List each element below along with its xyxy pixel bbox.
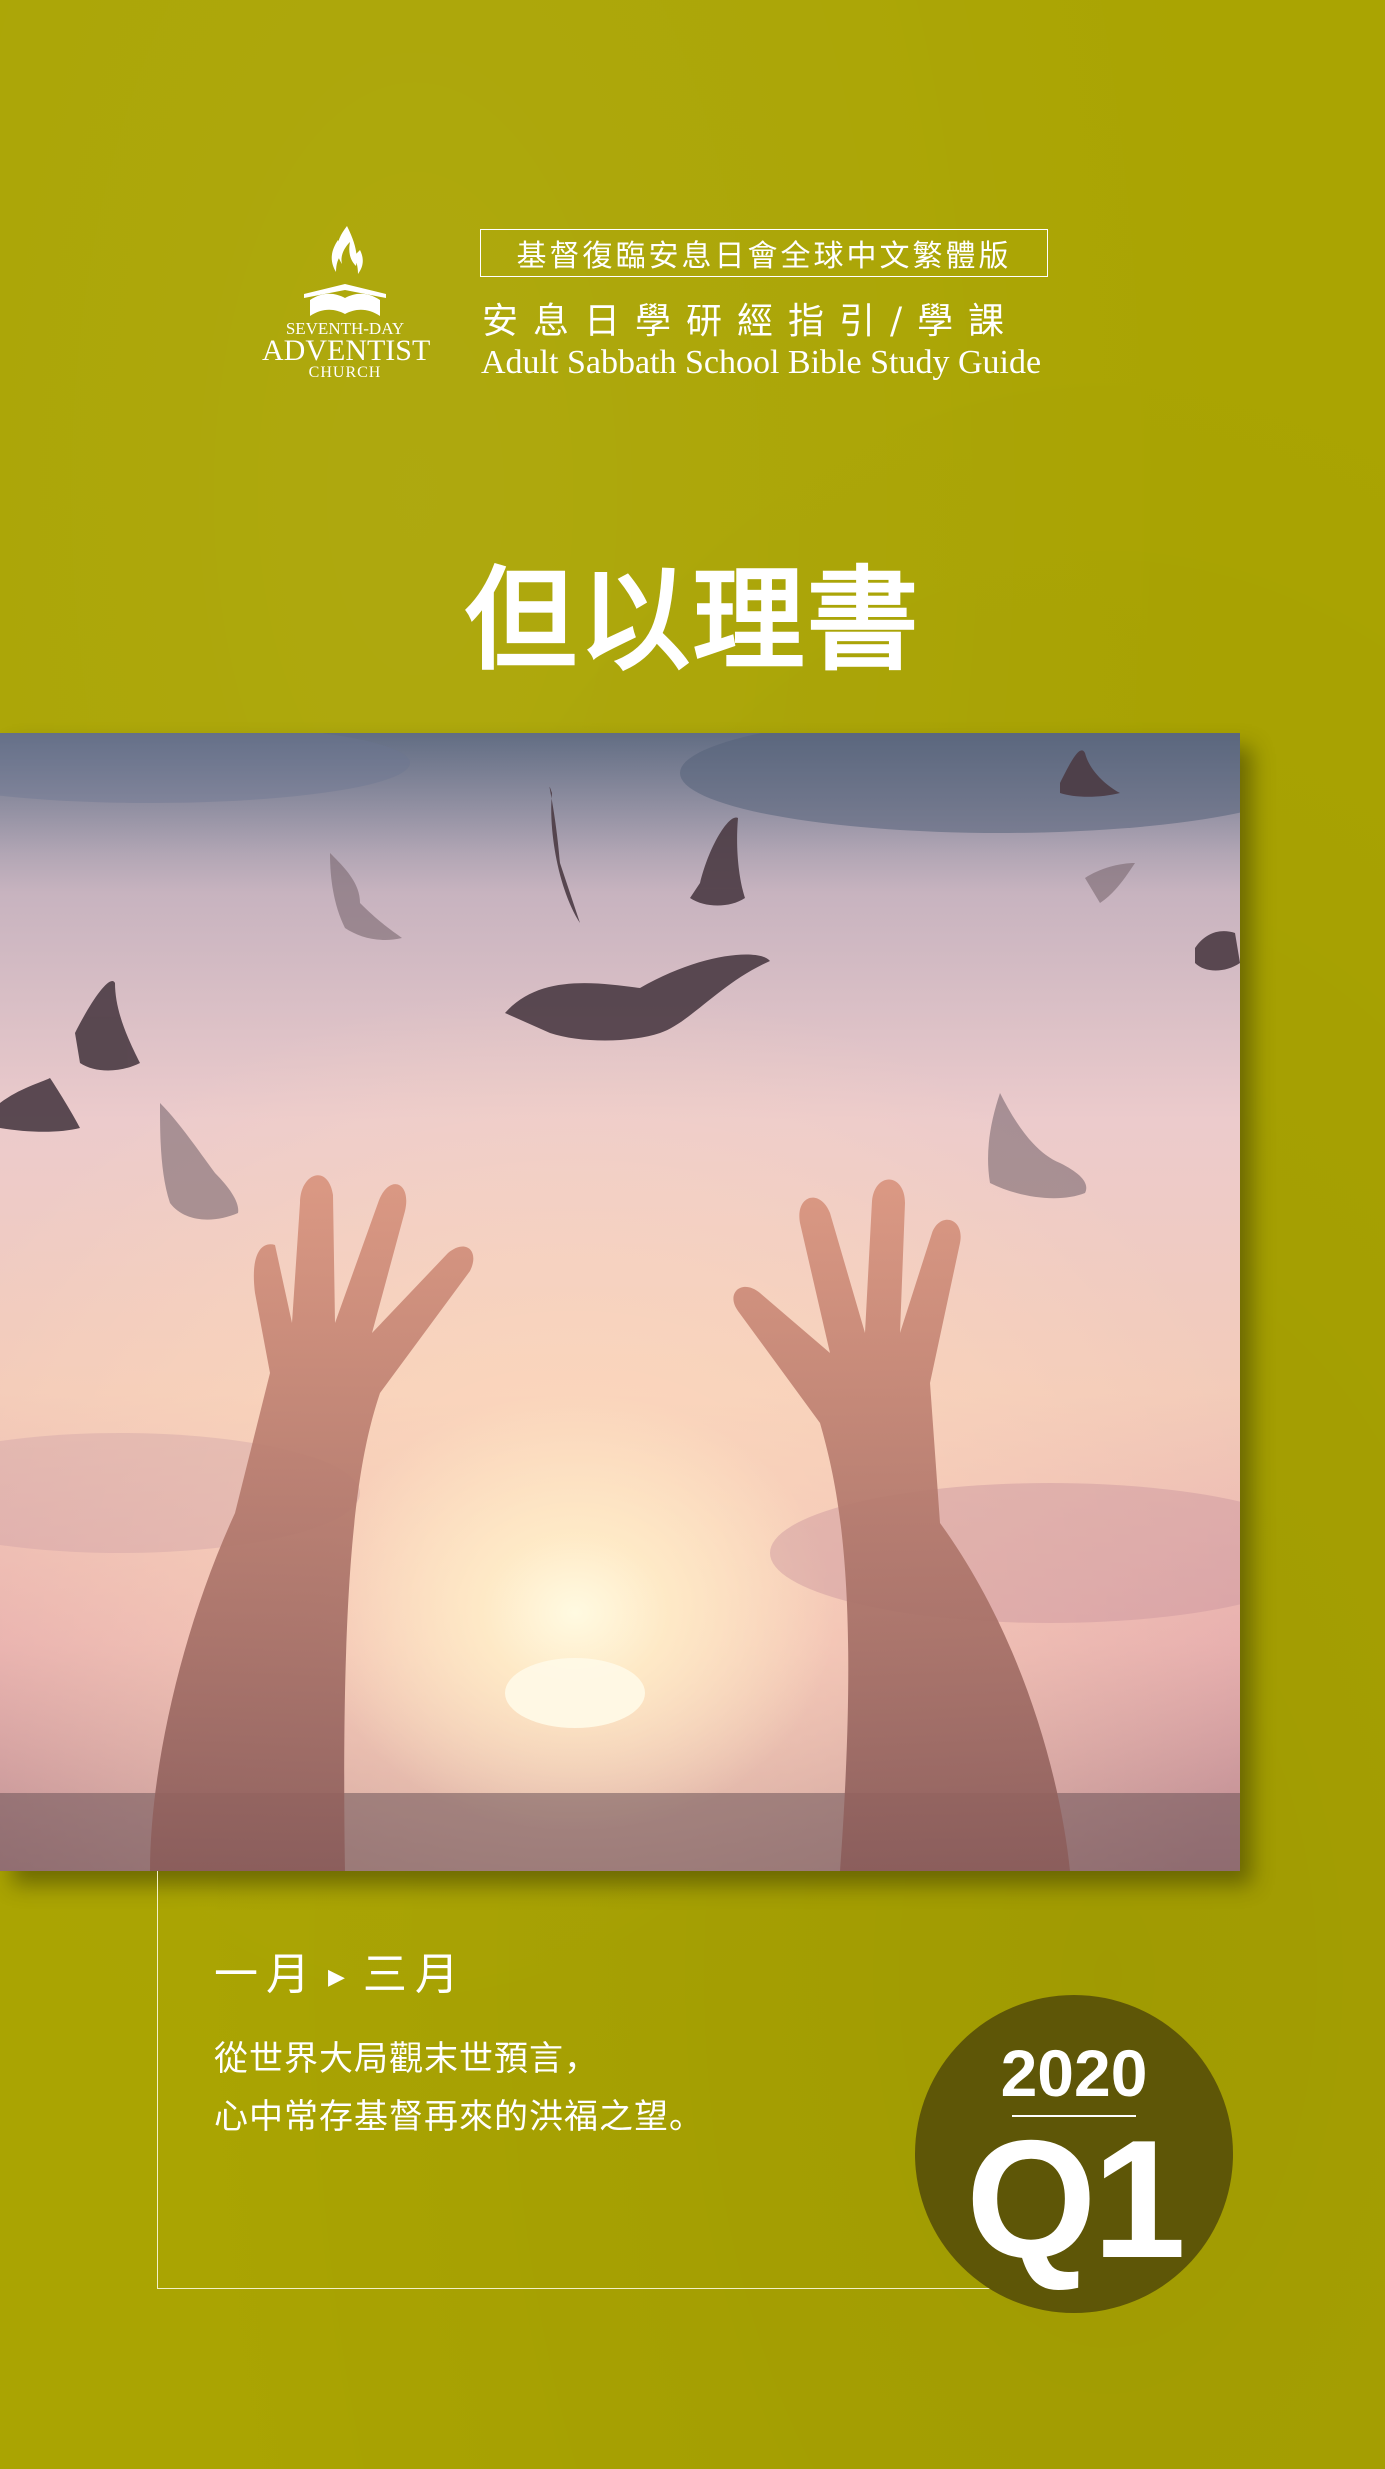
month-end: 三月: [362, 1949, 467, 2000]
book-title: 但以理書: [464, 555, 921, 686]
badge-year: 2020: [1000, 2036, 1148, 2110]
subtitle-english: Adult Sabbath School Bible Study Guide: [481, 344, 1042, 381]
tagline-line2: 心中常存基督再來的洪福之望。: [214, 2097, 704, 2137]
badge-divider: [1012, 2115, 1136, 2117]
month-start: 一月: [214, 1949, 318, 2000]
badge-quarter: Q1: [965, 2105, 1186, 2293]
quarter-badge: 2020 Q1: [915, 1995, 1233, 2313]
tagline-line1: 從世界大局觀末世預言，: [214, 2039, 599, 2079]
logo-text-line2: ADVENTIST: [262, 334, 431, 367]
flame-bible-icon: [304, 226, 386, 316]
adventist-logo: SEVENTH-DAY ADVENTIST CHURCH: [262, 222, 431, 382]
edition-label: 基督復臨安息日會全球中文繁體版: [480, 229, 1048, 277]
cover-photo: [0, 733, 1240, 1871]
subtitle-chinese: 安息日學研經指引/學課: [482, 301, 1020, 342]
logo-text-line1: SEVENTH-DAY: [285, 319, 405, 338]
arrow-right-icon: ▶: [328, 1965, 353, 1990]
info-frame: [157, 1871, 1127, 2289]
edition-text: 基督復臨安息日會全球中文繁體版: [516, 239, 1012, 274]
quarter-months: 一月 ▶ 三月: [214, 1938, 467, 2002]
logo-text-line3: CHURCH: [308, 364, 382, 381]
tagline: 從世界大局觀末世預言， 心中常存基督再來的洪福之望。: [214, 2030, 704, 2146]
hands-doves-sunset-photo: [0, 733, 1240, 1871]
